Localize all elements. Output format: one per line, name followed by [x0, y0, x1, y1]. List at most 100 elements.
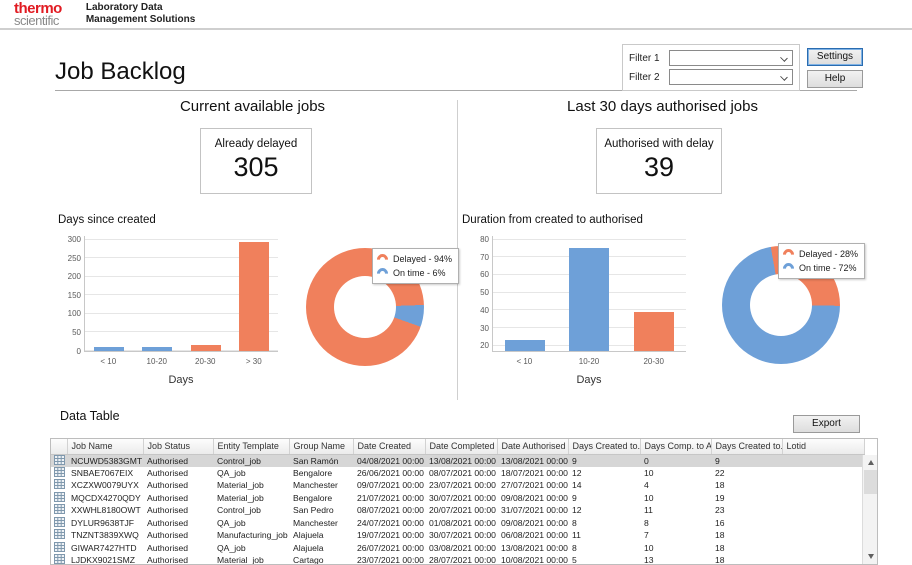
column-header[interactable]: Job Status — [143, 439, 214, 455]
legend-item: Delayed - 28% — [780, 246, 858, 262]
table-row[interactable]: LJDKX9021SMZ Authorised Material_job Cartag… — [51, 554, 864, 565]
row-grid-icon-cell — [51, 491, 67, 505]
table-cell: Manchester — [293, 480, 338, 491]
y-tick-label: 50 — [480, 288, 489, 298]
column-header[interactable]: Group Name — [289, 439, 354, 455]
bar-slot — [230, 236, 278, 351]
column-header[interactable]: Days Created to... — [568, 439, 641, 455]
table-cell: 10 — [644, 542, 654, 553]
table-cell: 11 — [644, 505, 653, 516]
legend-label: On time - 6% — [393, 268, 446, 278]
table-cell: 8 — [572, 517, 577, 528]
table-cell: LJDKX9021SMZ — [71, 555, 136, 565]
column-header[interactable]: Days Comp. to A... — [640, 439, 712, 455]
scroll-up-button[interactable] — [864, 456, 877, 469]
y-tick-label: 50 — [72, 327, 81, 337]
table-cell: 09/08/2021 00:00 — [501, 492, 568, 503]
table-cell: Authorised — [147, 467, 189, 478]
table-cell: 0 — [640, 454, 711, 467]
current-available-jobs-section: Current available jobs Already delayed 3… — [48, 98, 460, 400]
table-row[interactable]: XXWHL8180OWT Authorised Control_job San Ped… — [51, 504, 864, 517]
column-header[interactable]: Date Completed — [425, 439, 498, 455]
data-table-title: Data Table — [60, 409, 120, 423]
table-row[interactable]: XCZXW0079UYX Authorised Material_job Manche… — [51, 479, 864, 492]
help-button[interactable]: Help — [807, 70, 863, 88]
triangle-down-icon — [867, 554, 874, 559]
table-cell: Authorised — [147, 517, 189, 528]
settings-button[interactable]: Settings — [807, 48, 863, 66]
table-cell — [782, 492, 864, 505]
scrollbar-thumb[interactable] — [864, 470, 877, 494]
export-button[interactable]: Export — [793, 415, 860, 433]
table-row[interactable]: MQCDX4270QDY Authorised Material_job Bengal… — [51, 491, 864, 505]
scroll-down-button[interactable] — [864, 550, 877, 563]
grid-icon — [53, 466, 65, 477]
chart-plot-area: 0 50 100 150 200 250 300 — [68, 235, 278, 356]
product-line1: Laboratory Data — [85, 1, 163, 13]
logo-scientific: scientific — [14, 13, 59, 28]
gridline — [85, 257, 278, 259]
table-cell: SNBAE7067EIX — [71, 467, 134, 478]
table-row[interactable]: NCUWD5383GMT Authorised Control_job San Ram… — [51, 454, 864, 467]
column-header[interactable]: Days Created to... — [711, 439, 783, 455]
bar-20-30 — [633, 312, 674, 351]
table-cell: Manufacturing_job — [217, 530, 288, 541]
table-cell: 14 — [572, 480, 582, 491]
table-cell: Control_job — [217, 505, 261, 516]
chart-title: Duration from created to authorised — [462, 214, 643, 226]
column-header[interactable]: Date Created — [353, 439, 426, 455]
y-tick-label: 300 — [67, 235, 81, 245]
table-cell: San Pedro — [293, 505, 334, 516]
column-header[interactable]: Date Authorised — [497, 439, 569, 455]
last-30-days-authorised-section: Last 30 days authorised jobs Authorised … — [458, 98, 867, 400]
gridline — [85, 331, 278, 333]
table-row[interactable]: TNZNT3839XWQ Authorised Manufacturing_job A… — [51, 529, 864, 542]
bar-slot — [85, 236, 133, 351]
table-cell: Alajuela — [293, 542, 324, 553]
table-row[interactable]: GIWAR7427HTD Authorised QA_job Alajuela 26/0… — [51, 541, 864, 555]
duration-created-to-authorised-chart: 20 30 40 50 60 70 80 < 10 10-20 20-30 Days — [458, 232, 690, 392]
table-row[interactable]: SNBAE7067EIX Authorised QA_job Bengalore 26/… — [51, 466, 864, 480]
table-cell: QA_job — [217, 542, 246, 553]
column-header[interactable]: Lotid — [782, 439, 865, 455]
x-tick-label: 10-20 — [578, 357, 600, 366]
table-cell: 19/07/2021 00:00 — [357, 530, 424, 541]
table-cell: GIWAR7427HTD — [71, 542, 137, 553]
row-grid-icon-cell — [51, 479, 67, 492]
vertical-scrollbar[interactable] — [862, 455, 877, 564]
table-cell — [782, 467, 864, 480]
kpi-label: Authorised with delay — [604, 138, 714, 150]
y-tick-label: 60 — [480, 270, 489, 280]
grid-icon — [53, 504, 65, 515]
table-cell: 22 — [715, 467, 725, 478]
grid-icon — [53, 479, 65, 490]
table-cell: 9 — [572, 492, 577, 503]
bar-slot — [133, 236, 181, 351]
row-grid-icon-cell — [51, 454, 67, 467]
chevron-down-icon — [780, 73, 788, 81]
table-cell: Alajuela — [293, 530, 324, 541]
table-cell: 10/08/2021 00:00 — [501, 555, 568, 565]
icon-column-header — [51, 439, 68, 455]
column-header[interactable]: Entity Template — [213, 439, 290, 455]
x-tick-label: < 10 — [100, 357, 117, 366]
y-tick-label: 80 — [480, 235, 489, 245]
x-tick-label: 20-30 — [643, 357, 664, 366]
column-header[interactable]: Job Name — [67, 439, 144, 455]
chevron-down-icon — [780, 54, 788, 62]
on_time-legend-arc-icon — [374, 265, 391, 281]
bar-> 30 — [238, 242, 269, 351]
table-cell — [782, 454, 864, 467]
table-cell: QA_job — [217, 517, 246, 528]
table-cell: San Ramón — [289, 454, 353, 467]
table-cell: 03/08/2021 00:00 — [429, 542, 496, 553]
filter2-select[interactable] — [669, 69, 793, 85]
row-grid-icon-cell — [51, 516, 67, 530]
table-cell — [782, 517, 864, 530]
grid-icon — [53, 454, 65, 465]
table-row[interactable]: DYLUR9638TJF Authorised QA_job Manchester 24… — [51, 516, 864, 530]
table-header-row: Job Name Job Status Entity Template Group N… — [51, 439, 865, 455]
delayed-legend-arc-icon — [780, 246, 797, 262]
bar-< 10 — [94, 347, 125, 351]
filter1-select[interactable] — [669, 50, 793, 66]
